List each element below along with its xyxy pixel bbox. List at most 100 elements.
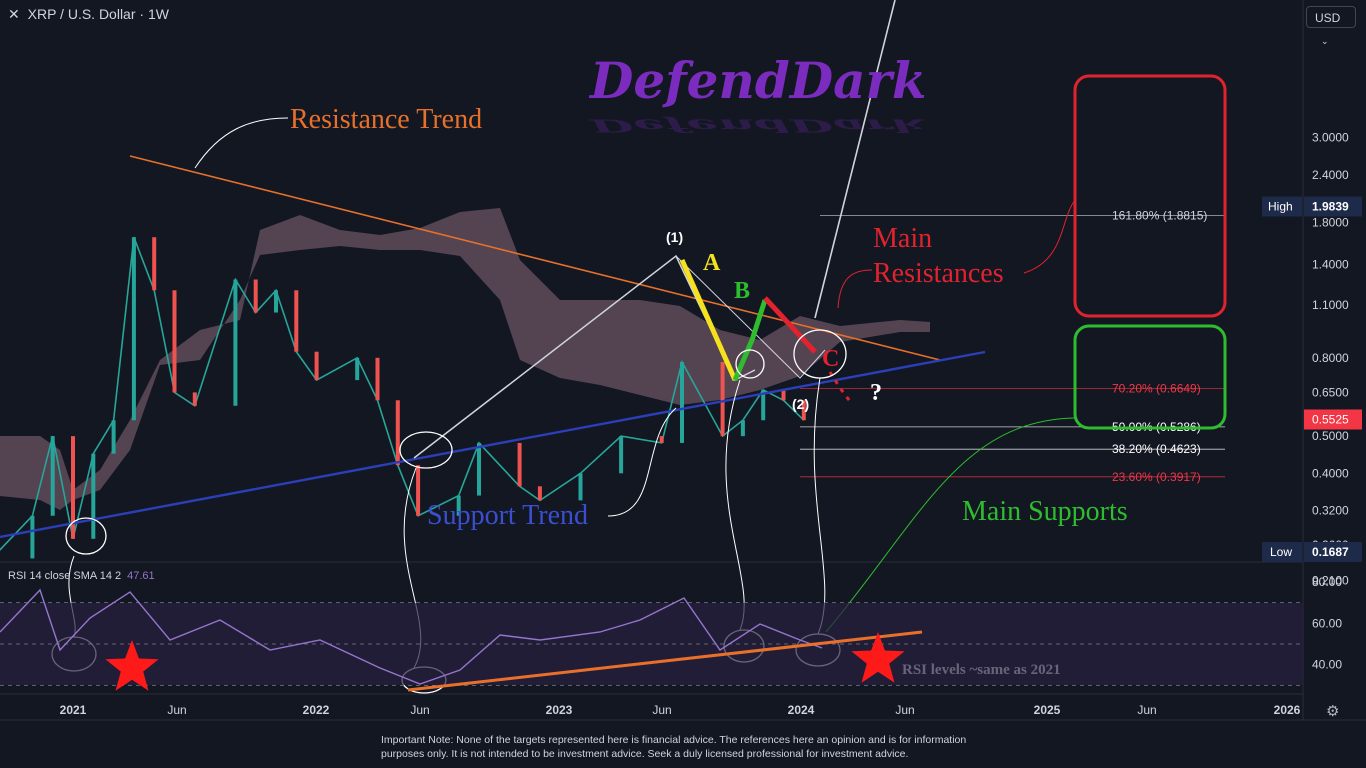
resistance-trend-label: Resistance Trend: [290, 104, 482, 135]
price-line: [0, 236, 805, 551]
star-icon: [105, 640, 159, 691]
high-value-bg: [1304, 196, 1362, 217]
connector-line: [725, 379, 745, 631]
candle: [395, 400, 400, 466]
rsi-tick-label: 40.00: [1312, 658, 1342, 672]
high-value-label: 1.9839: [1312, 200, 1349, 214]
highlight-circle: [65, 517, 107, 555]
wave-2-label: (2): [792, 396, 809, 412]
callout-line: [1023, 199, 1076, 274]
highlight-circle: [399, 431, 453, 469]
price-tick-label: 0.3200: [1312, 503, 1349, 517]
price-tick-label: 1.8000: [1312, 216, 1349, 230]
wave-b-label: B: [734, 278, 750, 304]
main-resistances-box: [1073, 74, 1227, 318]
currency-select[interactable]: USD ⌄: [1306, 6, 1356, 46]
candle: [294, 290, 299, 352]
candle: [152, 237, 157, 291]
candle: [659, 436, 664, 443]
gear-icon[interactable]: ⚙: [1326, 703, 1340, 720]
callout-line: [837, 269, 873, 309]
price-tick-label: 3.0000: [1312, 131, 1349, 145]
price-tick-label: 2.4000: [1312, 168, 1349, 182]
candle: [740, 420, 745, 437]
candle: [314, 351, 319, 381]
wave-c-line: [763, 296, 817, 354]
low-value-label: 0.1687: [1312, 545, 1349, 559]
time-tick-label: 2022: [303, 703, 330, 717]
highlight-circle: [735, 349, 765, 379]
callout-line: [825, 417, 1076, 633]
question-mark-label: ?: [870, 380, 882, 406]
main-resistances-label: Resistances: [873, 258, 1004, 289]
candle: [71, 436, 75, 539]
candle: [578, 473, 583, 501]
disclaimer: Important Note: None of the targets repr…: [381, 733, 1081, 761]
low-tag-label: Low: [1270, 545, 1292, 559]
fib-level-label: 161.80% (1.8815): [1112, 208, 1207, 222]
last-price-bg: [1304, 409, 1362, 430]
wave-c-projection: [828, 371, 854, 405]
chart-header: ✕ XRP / U.S. Dollar · 1W: [8, 6, 173, 23]
candle: [131, 237, 136, 421]
time-tick-label: Jun: [167, 703, 186, 717]
candle: [781, 389, 786, 401]
price-tick-label: 0.5000: [1312, 429, 1349, 443]
watermark-text: DefendDark: [588, 51, 927, 110]
symbol-title: XRP / U.S. Dollar · 1W: [27, 6, 169, 22]
time-tick-label: Jun: [1137, 703, 1156, 717]
projection-line: [814, 0, 896, 319]
price-tick-label: 0.4000: [1312, 466, 1349, 480]
rsi-line: [0, 588, 823, 685]
connector-line: [813, 377, 826, 635]
time-tick-label: Jun: [652, 703, 671, 717]
rsi-tick-label: 80.00: [1312, 575, 1342, 589]
candle: [720, 362, 725, 437]
last-price-label: 0.5525: [1312, 412, 1349, 426]
candle: [50, 436, 55, 516]
disclaimer-line-1: Important Note: None of the targets repr…: [381, 734, 967, 746]
fib-level-label: 38.20% (0.4623): [1112, 442, 1201, 456]
chevron-down-icon: ⌄: [1321, 36, 1329, 46]
time-tick-label: 2021: [60, 703, 87, 717]
wave-b-line: [732, 299, 768, 381]
time-tick-label: Jun: [410, 703, 429, 717]
candle: [680, 362, 684, 443]
callout-line: [194, 117, 289, 169]
candle: [253, 279, 258, 313]
rsi-tick-label: 60.00: [1312, 616, 1342, 630]
high-tag-label: High: [1268, 200, 1293, 214]
candle: [537, 486, 542, 501]
candle: [192, 392, 197, 406]
main-resistances-label: Main: [873, 223, 932, 254]
candle: [375, 357, 380, 401]
price-tick-label: 0.8000: [1312, 351, 1349, 365]
candle: [233, 279, 238, 406]
candle: [172, 290, 177, 393]
disclaimer-line-2: purposes only. It is not intended to be …: [381, 748, 909, 760]
support-trend-line: [0, 350, 986, 539]
currency-label: USD: [1315, 11, 1341, 25]
main-supports-label: Main Supports: [962, 496, 1128, 527]
price-tick-label: 0.6500: [1312, 385, 1349, 399]
rsi-trend-line: [407, 630, 923, 692]
fib-level-label: 23.60% (0.3917): [1112, 470, 1201, 484]
candle: [456, 495, 461, 516]
rsi-label: RSI 14 close SMA 14 2: [8, 570, 122, 582]
candle: [801, 400, 806, 421]
candle: [355, 357, 360, 381]
fib-level-label: 70.20% (0.6649): [1112, 382, 1201, 396]
time-tick-label: 2025: [1034, 703, 1061, 717]
support-trend-label: Support Trend: [427, 500, 588, 531]
rsi-value: 47.61: [127, 570, 155, 582]
wave-a-line: [679, 258, 738, 382]
candle: [416, 465, 421, 516]
time-tick-label: 2023: [546, 703, 573, 717]
close-icon[interactable]: ✕: [8, 6, 20, 22]
candle: [274, 290, 278, 313]
candle: [111, 420, 116, 454]
wave-1-label: (1): [666, 229, 683, 245]
price-tick-label: 1.1000: [1312, 298, 1349, 312]
time-tick-label: 2024: [788, 703, 815, 717]
